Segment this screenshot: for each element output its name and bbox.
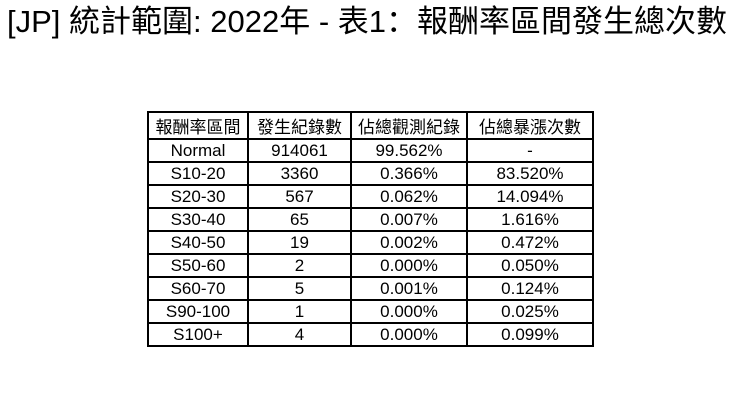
table-cell: 0.000% xyxy=(350,253,468,278)
table-cell: 567 xyxy=(247,184,352,209)
table-cell: 0.099% xyxy=(466,322,594,347)
table-row: S60-70 5 0.001% 0.124% xyxy=(147,276,594,301)
table-cell: S90-100 xyxy=(147,299,249,324)
table-cell: 14.094% xyxy=(466,184,594,209)
table-row: S100+ 4 0.000% 0.099% xyxy=(147,322,594,347)
table-cell: 83.520% xyxy=(466,161,594,186)
table-cell: 5 xyxy=(247,276,352,301)
table-cell: 0.007% xyxy=(350,207,468,232)
table-cell: 0.001% xyxy=(350,276,468,301)
table-cell: 99.562% xyxy=(350,138,468,163)
table-cell: - xyxy=(466,138,594,163)
table-cell: 0.000% xyxy=(350,299,468,324)
table-cell: 0.366% xyxy=(350,161,468,186)
table-cell: 0.124% xyxy=(466,276,594,301)
table-cell: 0.000% xyxy=(350,322,468,347)
table-row: S40-50 19 0.002% 0.472% xyxy=(147,230,594,255)
table-cell: 65 xyxy=(247,207,352,232)
column-header-occurrence-count: 發生紀錄數 xyxy=(247,111,352,140)
table-row: S20-30 567 0.062% 14.094% xyxy=(147,184,594,209)
table-cell: 0.062% xyxy=(350,184,468,209)
table-cell: 1 xyxy=(247,299,352,324)
page-title: [JP] 統計範圍: 2022年 - 表1：報酬率區間發生總次數 xyxy=(7,4,727,39)
table-cell: S100+ xyxy=(147,322,249,347)
table-header: 報酬率區間 發生紀錄數 佔總觀測紀錄 佔總暴漲次數 xyxy=(147,111,594,140)
table-row: S10-20 3360 0.366% 83.520% xyxy=(147,161,594,186)
table-cell: S50-60 xyxy=(147,253,249,278)
table-cell: 0.025% xyxy=(466,299,594,324)
table-row: S30-40 65 0.007% 1.616% xyxy=(147,207,594,232)
table-cell: 0.472% xyxy=(466,230,594,255)
table-cell: 0.050% xyxy=(466,253,594,278)
table-cell: 19 xyxy=(247,230,352,255)
table-header-row: 報酬率區間 發生紀錄數 佔總觀測紀錄 佔總暴漲次數 xyxy=(147,111,594,140)
data-table: 報酬率區間 發生紀錄數 佔總觀測紀錄 佔總暴漲次數 Normal 914061 99… xyxy=(147,111,594,347)
table-cell: 2 xyxy=(247,253,352,278)
table-cell: 0.002% xyxy=(350,230,468,255)
table-row: Normal 914061 99.562% - xyxy=(147,138,594,163)
table-cell: S30-40 xyxy=(147,207,249,232)
column-header-pct-of-observations: 佔總觀測紀錄 xyxy=(350,111,468,140)
table-cell: S10-20 xyxy=(147,161,249,186)
table-row: S50-60 2 0.000% 0.050% xyxy=(147,253,594,278)
table-cell: S20-30 xyxy=(147,184,249,209)
table-cell: 4 xyxy=(247,322,352,347)
table-body: Normal 914061 99.562% - S10-20 3360 0.366% 83.5… xyxy=(147,138,594,347)
table-cell: 1.616% xyxy=(466,207,594,232)
table-cell: 914061 xyxy=(247,138,352,163)
table-cell: S40-50 xyxy=(147,230,249,255)
table-cell: 3360 xyxy=(247,161,352,186)
table-cell: Normal xyxy=(147,138,249,163)
column-header-pct-of-surges: 佔總暴漲次數 xyxy=(466,111,594,140)
column-header-return-interval: 報酬率區間 xyxy=(147,111,249,140)
table-cell: S60-70 xyxy=(147,276,249,301)
table-row: S90-100 1 0.000% 0.025% xyxy=(147,299,594,324)
